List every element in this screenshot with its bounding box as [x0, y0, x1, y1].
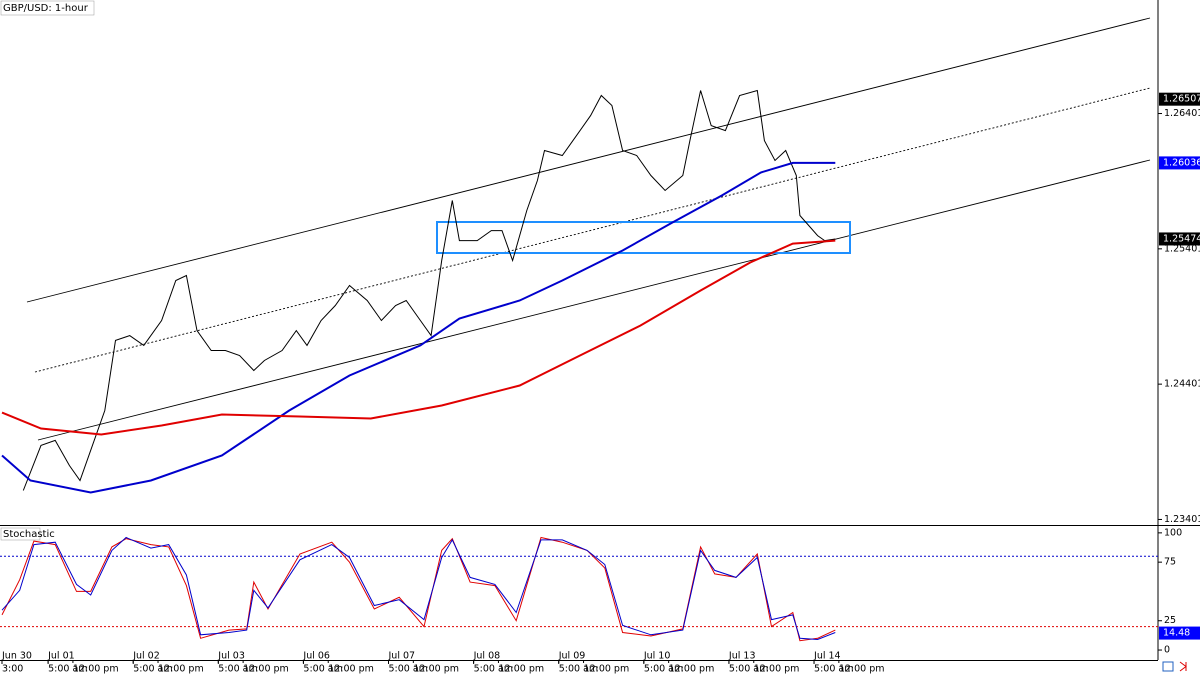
indicator-title-box — [0, 527, 41, 541]
x-minor-tick-label: 3:00 — [2, 664, 23, 675]
y-tick-label: 1.24401 — [1164, 379, 1200, 390]
x-tick-label: Jul 07 — [388, 651, 416, 662]
sync-icon[interactable] — [1162, 661, 1174, 672]
y-tick-label: 1.26401 — [1164, 108, 1200, 119]
channel-upper — [26, 17, 1151, 303]
series-line — [1, 536, 836, 641]
y-tick-label: 1.23401 — [1164, 514, 1200, 525]
x-minor-tick-label: 12:00 pm — [498, 664, 544, 675]
x-tick-label: Jul 01 — [47, 651, 75, 662]
x-minor-tick-label: 5:00 am — [133, 664, 172, 675]
x-minor-tick-label: 12:00 pm — [158, 664, 204, 675]
price-tag-label: 1.26507 — [1163, 94, 1200, 105]
x-minor-tick-label: 5:00 am — [474, 664, 513, 675]
x-tick-label: Jul 13 — [728, 651, 756, 662]
support-box — [436, 221, 851, 254]
x-minor-tick-label: 5:00 am — [644, 664, 683, 675]
y-tick-label: 100 — [1164, 527, 1182, 538]
series-line — [1, 161, 836, 494]
x-minor-tick-label: 12:00 pm — [669, 664, 715, 675]
x-minor-tick-label: 12:00 pm — [73, 664, 119, 675]
x-tick-label: Jul 10 — [643, 651, 671, 662]
price-tag-label: 1.26036 — [1163, 157, 1200, 168]
x-tick-label: Jun 30 — [1, 651, 32, 662]
x-tick-label: Jul 06 — [302, 651, 330, 662]
series-line — [1, 536, 836, 642]
price-tag — [1159, 92, 1200, 106]
x-minor-tick-label: 5:00 am — [729, 664, 768, 675]
channel-lower — [37, 159, 1151, 441]
y-tick-label: 0 — [1164, 645, 1170, 656]
shift-icon[interactable] — [1179, 661, 1187, 672]
x-minor-tick-label: 5:00 am — [389, 664, 428, 675]
y-tick-label: 25 — [1164, 615, 1176, 626]
x-minor-tick-label: 12:00 pm — [328, 664, 374, 675]
y-tick-label: 1.25401 — [1164, 243, 1200, 254]
x-tick-label: Jul 14 — [813, 651, 841, 662]
x-tick-label: Jul 03 — [217, 651, 245, 662]
price-tag-label: 14.48 — [1163, 628, 1190, 639]
x-minor-tick-label: 12:00 pm — [243, 664, 289, 675]
price-tag — [1159, 232, 1200, 246]
x-tick-label: Jul 02 — [132, 651, 160, 662]
chart-title: GBP/USD: 1-hour — [3, 3, 89, 14]
x-minor-tick-label: 5:00 am — [814, 664, 853, 675]
price-tag — [1159, 156, 1200, 170]
series-line — [1, 239, 836, 436]
x-minor-tick-label: 5:00 am — [303, 664, 342, 675]
title-box — [0, 0, 95, 16]
y-tick-label: 75 — [1164, 557, 1176, 568]
indicator-title: Stochastic — [3, 529, 55, 540]
price-tag — [1159, 626, 1200, 640]
x-tick-label: Jul 08 — [473, 651, 501, 662]
price-tag-label: 1.25474 — [1163, 233, 1200, 244]
x-minor-tick-label: 12:00 pm — [839, 664, 885, 675]
x-minor-tick-label: 5:00 am — [218, 664, 257, 675]
x-minor-tick-label: 5:00 am — [559, 664, 598, 675]
x-minor-tick-label: 12:00 pm — [754, 664, 800, 675]
x-minor-tick-label: 12:00 pm — [584, 664, 630, 675]
x-minor-tick-label: 12:00 pm — [413, 664, 459, 675]
corner-icons[interactable] — [1162, 661, 1187, 672]
series-line — [22, 89, 836, 491]
x-minor-tick-label: 5:00 am — [48, 664, 87, 675]
x-tick-label: Jul 09 — [558, 651, 586, 662]
